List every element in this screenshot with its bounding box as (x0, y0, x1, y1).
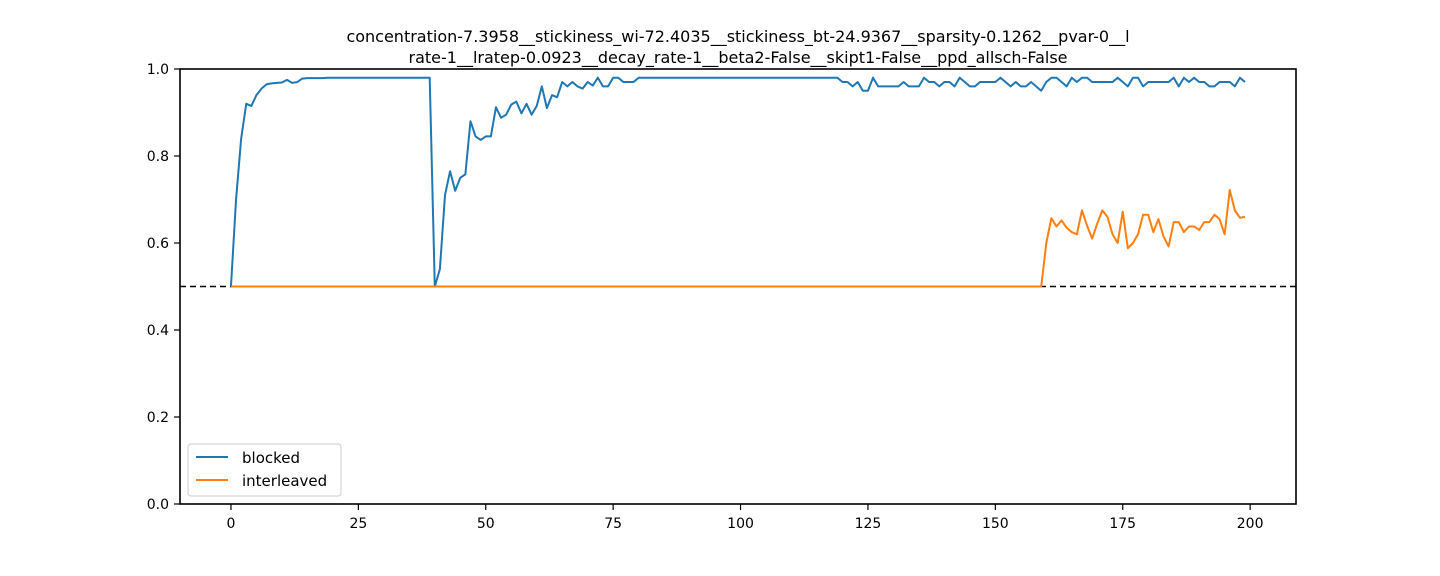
y-axis-ticks: 0.0 0.2 0.4 0.6 0.8 1.0 (147, 62, 180, 513)
x-tick-label: 125 (855, 516, 882, 532)
plot-area-frame (179, 68, 1297, 505)
legend-label-blocked: blocked (242, 449, 300, 467)
x-tick-label: 100 (727, 516, 754, 532)
x-tick-label: 150 (982, 516, 1009, 532)
y-tick-label: 0.8 (147, 149, 169, 165)
series-group (229, 76, 1246, 288)
x-axis-ticks: 0 25 50 75 100 125 150 175 200 (226, 504, 1264, 532)
chart-title-line-2: rate-1__lratep-0.0923__decay_rate-1__bet… (409, 48, 1068, 68)
series-line-interleaved (230, 188, 1246, 288)
chart-title-line-1: concentration-7.3958__stickiness_wi-72.4… (346, 27, 1129, 47)
x-tick-label: 175 (1109, 516, 1136, 532)
y-tick-label: 0.0 (147, 497, 169, 513)
x-tick-label: 25 (349, 516, 367, 532)
legend-label-interleaved: interleaved (242, 472, 327, 490)
y-tick-label: 0.4 (147, 323, 169, 339)
y-tick-label: 0.6 (147, 236, 169, 252)
x-tick-label: 200 (1237, 516, 1264, 532)
x-tick-label: 75 (604, 516, 622, 532)
x-tick-label: 0 (226, 516, 235, 532)
x-tick-label: 50 (477, 516, 495, 532)
y-tick-label: 1.0 (147, 62, 169, 78)
legend: blocked interleaved (187, 443, 342, 497)
y-tick-label: 0.2 (147, 410, 169, 426)
series-line-blocked (229, 76, 1246, 288)
